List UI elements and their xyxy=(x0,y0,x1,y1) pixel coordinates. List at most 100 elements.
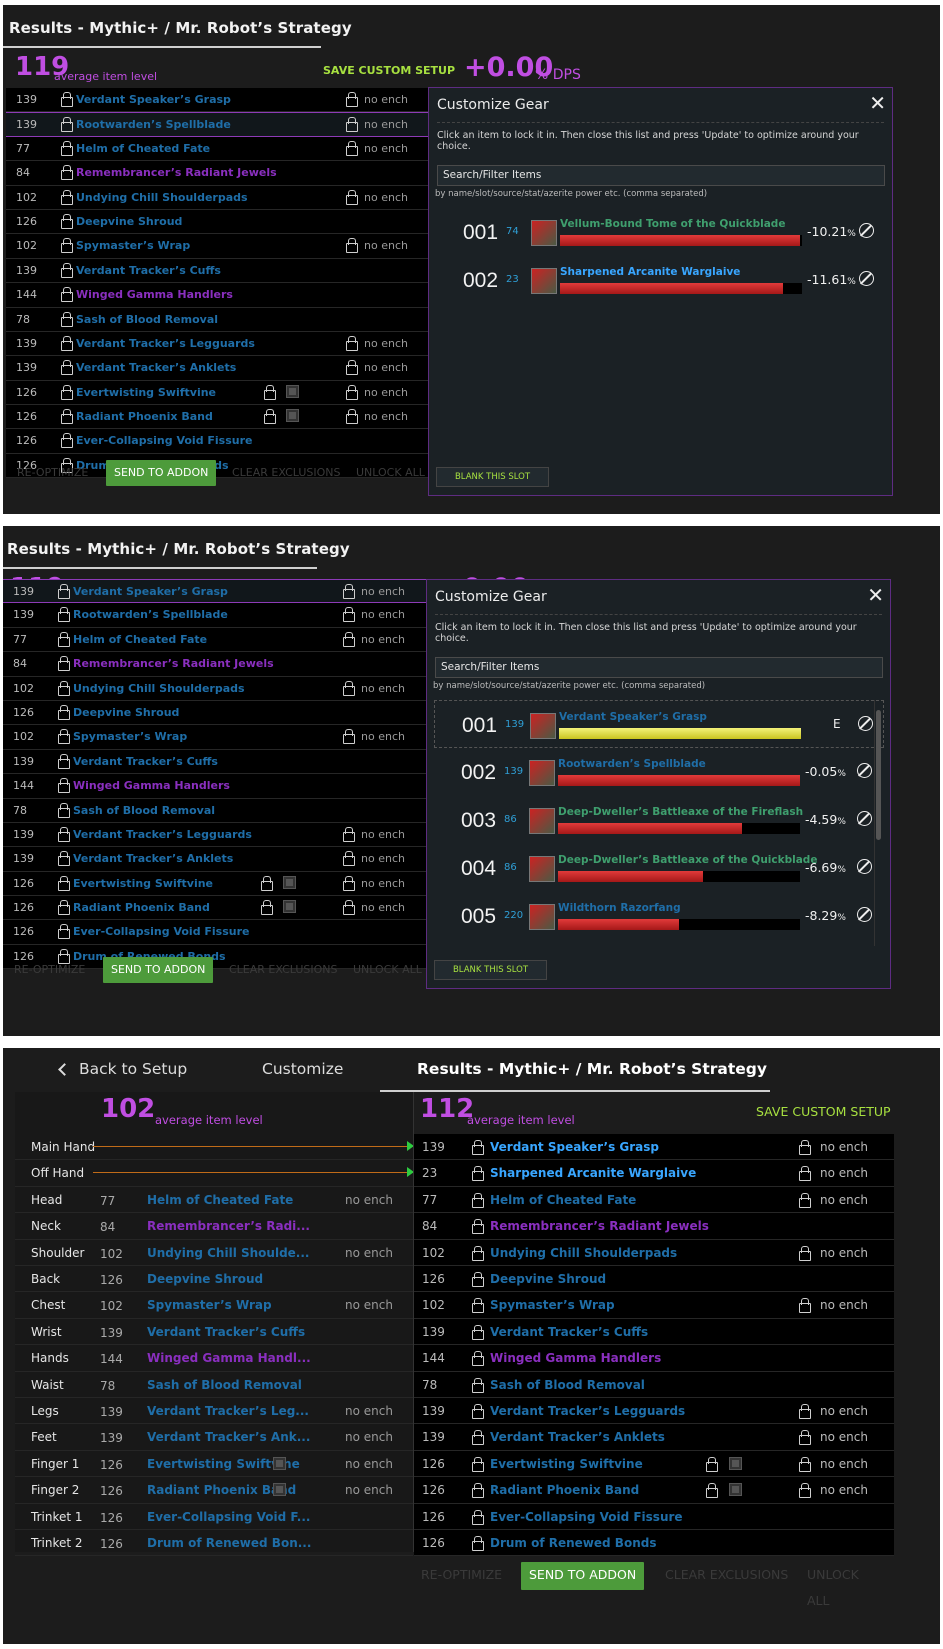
lock-icon[interactable] xyxy=(58,826,70,842)
option-name[interactable]: Verdant Speaker’s Grasp xyxy=(559,711,707,723)
item-name[interactable]: Radiant Phoenix Band xyxy=(490,1483,640,1498)
option-name[interactable]: Deep-Dweller’s Battleaxe of the Fireflas… xyxy=(558,806,804,818)
send-to-addon-button[interactable]: SEND TO ADDON xyxy=(103,957,214,983)
lock-icon[interactable] xyxy=(61,189,73,205)
item-name[interactable]: Radiant Phoenix Band xyxy=(73,901,210,915)
gear-row[interactable]: 102 Undying Chill Shoulderpads no ench xyxy=(3,676,451,701)
lock-icon[interactable] xyxy=(472,1219,484,1235)
lock-icon[interactable] xyxy=(58,584,70,599)
gear-row[interactable]: 139 Verdant Tracker’s Cuffs xyxy=(6,258,454,284)
item-name[interactable]: Undying Chill Shoulderpads xyxy=(490,1245,678,1260)
lock-icon[interactable] xyxy=(472,1272,484,1287)
lock-icon[interactable] xyxy=(58,778,70,794)
gear-row[interactable]: 84 Remembrancer’s Radiant Jewels xyxy=(3,652,451,677)
gear-row[interactable]: 126 Deepvine Shroud xyxy=(3,700,451,726)
clear-exclusions-button[interactable]: CLEAR EXCLUSIONS xyxy=(232,466,341,479)
item-name[interactable]: Spymaster’s Wrap xyxy=(147,1298,272,1313)
item-name[interactable]: Winged Gamma Handlers xyxy=(73,779,230,793)
send-to-addon-button[interactable]: SEND TO ADDON xyxy=(106,460,217,486)
reoptimize-button[interactable]: RE-OPTIMIZE xyxy=(17,466,89,479)
item-name[interactable]: Deepvine Shroud xyxy=(147,1272,264,1286)
exclude-icon[interactable] xyxy=(857,763,872,778)
optimized-row[interactable]: 144 Winged Gamma Handlers xyxy=(414,1345,894,1372)
item-name[interactable]: Radiant Phoenix Band xyxy=(147,1483,297,1498)
item-name[interactable]: Sash of Blood Removal xyxy=(73,803,216,817)
enchant-lock-icon[interactable] xyxy=(799,1166,811,1182)
item-name[interactable]: Deepvine Shroud xyxy=(73,705,180,719)
gear-option[interactable]: 001 74 Vellum-Bound Tome of the Quickblade… xyxy=(436,208,886,256)
item-name[interactable]: Sash of Blood Removal xyxy=(147,1377,302,1392)
item-name[interactable]: Helm of Cheated Fate xyxy=(76,141,211,155)
lock-icon[interactable] xyxy=(58,875,70,891)
lock-icon[interactable] xyxy=(58,851,70,867)
gear-row[interactable]: 84 Remembrancer’s Radiant Jewels xyxy=(6,161,454,186)
item-name[interactable]: Verdant Tracker’s Ank... xyxy=(147,1430,311,1445)
enchant-lock-icon[interactable] xyxy=(346,117,358,133)
lock-icon[interactable] xyxy=(58,948,70,964)
lock-icon[interactable] xyxy=(61,360,73,376)
gear-row[interactable]: 139 Verdant Speaker’s Grasp no ench xyxy=(3,579,451,604)
gear-row[interactable]: 102 Spymaster’s Wrap no ench xyxy=(3,725,451,750)
gear-option[interactable]: 002 139 Rootwarden’s Spellblade -0.05% xyxy=(434,748,884,796)
enchant-lock-icon[interactable] xyxy=(343,584,355,599)
enchant-lock-icon[interactable] xyxy=(343,826,355,842)
item-name[interactable]: Verdant Tracker’s Cuffs xyxy=(147,1324,306,1339)
gear-option[interactable]: 002 23 Sharpened Arcanite Warglaive -11.61% xyxy=(436,256,886,304)
lock-icon[interactable] xyxy=(472,1140,484,1155)
slot-row[interactable]: Back 126 Deepvine Shroud xyxy=(15,1266,413,1293)
option-name[interactable]: Vellum-Bound Tome of the Quickblade xyxy=(560,218,786,230)
gear-row[interactable]: 126 Evertwisting Swiftvine no ench xyxy=(6,380,454,406)
optimized-row[interactable]: 23 Sharpened Arcanite Warglaive no ench xyxy=(414,1160,894,1187)
exclude-icon[interactable] xyxy=(859,223,874,238)
enchant-lock-icon[interactable] xyxy=(799,1456,811,1472)
item-name[interactable]: Verdant Tracker’s Cuffs xyxy=(76,263,221,277)
exclude-icon[interactable] xyxy=(857,811,872,826)
option-name[interactable]: Wildthorn Razorfang xyxy=(558,902,681,914)
enchant-lock-icon[interactable] xyxy=(346,92,358,107)
lock-icon[interactable] xyxy=(472,1245,484,1261)
item-name[interactable]: Verdant Speaker’s Grasp xyxy=(76,93,231,106)
enchant-lock-icon[interactable] xyxy=(343,875,355,891)
gem-lock-icon[interactable] xyxy=(706,1483,718,1499)
item-name[interactable]: Winged Gamma Handlers xyxy=(490,1351,662,1366)
lock-icon[interactable] xyxy=(472,1324,484,1340)
lock-icon[interactable] xyxy=(58,680,70,696)
lock-icon[interactable] xyxy=(58,924,70,940)
option-name[interactable]: Deep-Dweller’s Battleaxe of the Quickbla… xyxy=(558,854,818,866)
gem-lock-icon[interactable] xyxy=(261,875,273,891)
option-name[interactable]: Sharpened Arcanite Warglaive xyxy=(560,266,741,278)
lock-icon[interactable] xyxy=(61,262,73,278)
scrollbar[interactable] xyxy=(874,700,882,946)
item-name[interactable]: Undying Chill Shoulderpads xyxy=(73,681,245,695)
exclude-icon[interactable] xyxy=(857,859,872,874)
gear-row[interactable]: 139 Verdant Speaker’s Grasp no ench xyxy=(6,88,454,113)
slot-row[interactable]: Shoulder 102 Undying Chill Shoulde... no en… xyxy=(15,1240,413,1266)
lock-icon[interactable] xyxy=(61,92,73,107)
exclude-icon[interactable] xyxy=(859,271,874,286)
lock-icon[interactable] xyxy=(58,900,70,916)
lock-icon[interactable] xyxy=(58,631,70,647)
item-name[interactable]: Verdant Tracker’s Legguards xyxy=(490,1404,686,1418)
item-name[interactable]: Verdant Tracker’s Leg... xyxy=(147,1404,309,1418)
enchant-lock-icon[interactable] xyxy=(343,680,355,696)
gear-row[interactable]: 139 Verdant Tracker’s Cuffs xyxy=(3,749,451,775)
slot-row[interactable]: Finger 1 126 Evertwisting Swiftvine no ench xyxy=(15,1451,413,1478)
tab-back-to-setup[interactable]: Back to Setup xyxy=(58,1060,187,1078)
item-name[interactable]: Spymaster’s Wrap xyxy=(490,1298,615,1313)
slot-row[interactable]: Feet 139 Verdant Tracker’s Ank... no ench xyxy=(15,1424,413,1451)
lock-icon[interactable] xyxy=(472,1377,484,1393)
lock-icon[interactable] xyxy=(58,753,70,769)
save-custom-setup-button[interactable]: SAVE CUSTOM SETUP xyxy=(756,1104,891,1119)
optimized-row[interactable]: 126 Deepvine Shroud xyxy=(414,1266,894,1293)
item-name[interactable]: Verdant Tracker’s Anklets xyxy=(73,852,234,866)
item-name[interactable]: Ever-Collapsing Void Fissure xyxy=(490,1509,683,1524)
gem-lock-icon[interactable] xyxy=(261,900,273,916)
item-name[interactable]: Sash of Blood Removal xyxy=(76,312,219,326)
item-name[interactable]: Undying Chill Shoulde... xyxy=(147,1245,310,1260)
enchant-lock-icon[interactable] xyxy=(799,1430,811,1446)
gear-row[interactable]: 139 Rootwarden’s Spellblade no ench xyxy=(3,603,451,628)
gear-row[interactable]: 139 Verdant Tracker’s Legguards no ench xyxy=(3,822,451,848)
item-name[interactable]: Evertwisting Swiftvine xyxy=(490,1456,643,1471)
tab-results[interactable]: Results - Mythic+ / Mr. Robot’s Strategy xyxy=(417,1060,767,1078)
close-icon[interactable]: ✕ xyxy=(867,583,884,607)
